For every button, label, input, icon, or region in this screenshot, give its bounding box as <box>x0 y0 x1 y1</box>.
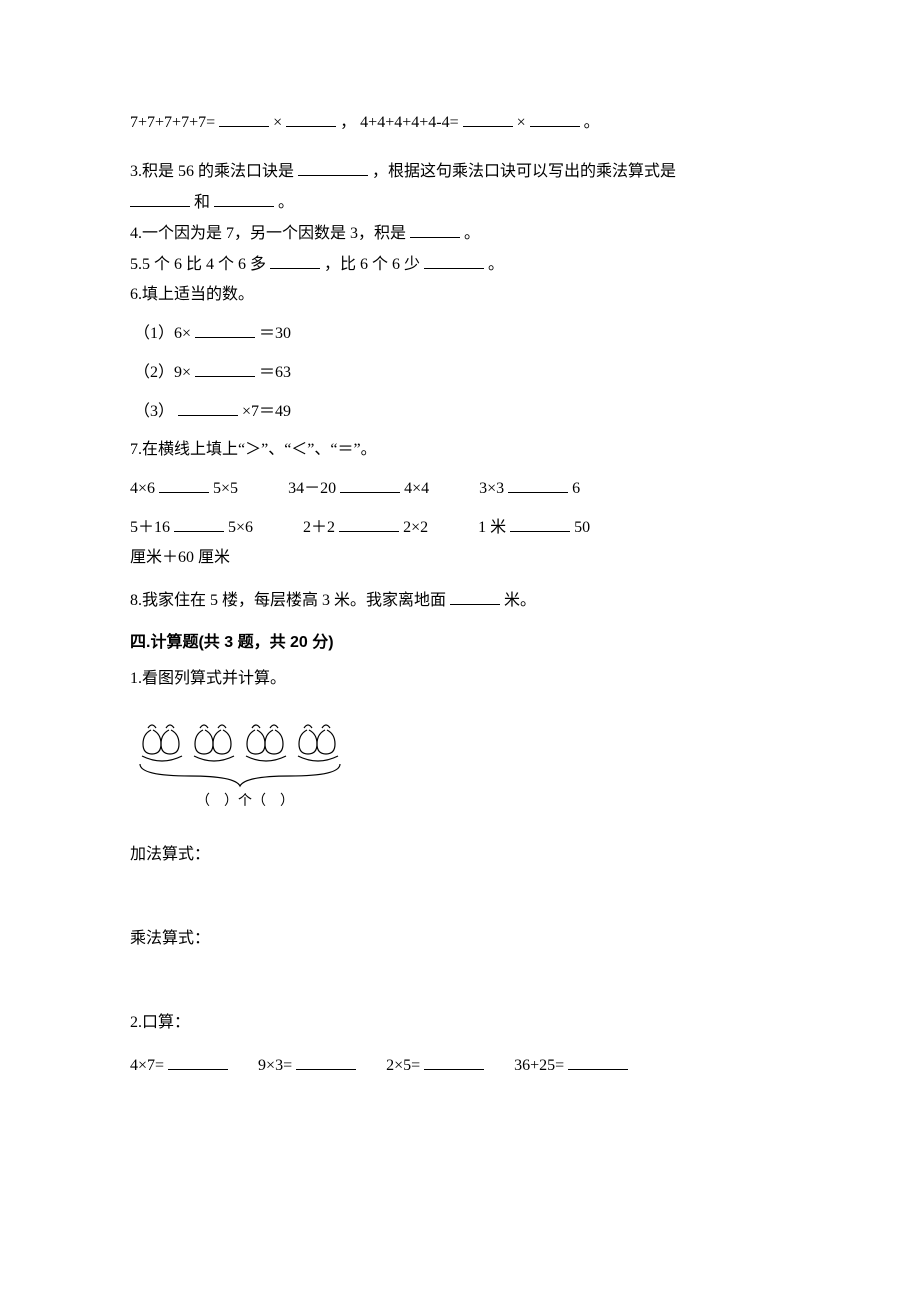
q2-times-2: × <box>517 114 526 131</box>
s4q2-c1-label: 4×7= <box>130 1057 164 1074</box>
q2-times-1: × <box>273 114 282 131</box>
q3-pre: 3.积是 56 的乘法口诀是 <box>130 163 294 180</box>
s4q2-c2-blank[interactable] <box>296 1053 356 1070</box>
q2-comma: ， <box>340 114 356 131</box>
q6-a-blank[interactable] <box>195 321 255 338</box>
q8-post: 米。 <box>504 592 536 609</box>
q7-row2-tail: 厘米＋60 厘米 <box>130 546 790 570</box>
q7-r2c2: 2＋2 2×2 <box>303 515 428 540</box>
q7-r2c3-left: 1 米 <box>478 519 506 536</box>
pear-figure: （ ）个（ ） <box>130 719 370 809</box>
q2-blank-1[interactable] <box>219 110 269 127</box>
q7-r2c1-right: 5×6 <box>228 519 253 536</box>
pear-caption: （ ）个（ ） <box>196 793 294 809</box>
s4q2-c4-blank[interactable] <box>568 1053 628 1070</box>
q2-expr2-left: 4+4+4+4+4-4= <box>360 114 458 131</box>
q3-and: 和 <box>194 194 210 211</box>
q7-r1c1-blank[interactable] <box>159 476 209 493</box>
q3-line1: 3.积是 56 的乘法口诀是 ，根据这句乘法口诀可以写出的乘法算式是 <box>130 159 790 184</box>
q2-blank-2[interactable] <box>286 110 336 127</box>
q5-period: 。 <box>488 256 504 273</box>
s4q2-c2: 9×3= <box>258 1053 356 1078</box>
s4q2-c3-label: 2×5= <box>386 1057 420 1074</box>
s4q2-row: 4×7= 9×3= 2×5= 36+25= <box>130 1053 790 1078</box>
section4-header: 四.计算题(共 3 题，共 20 分) <box>130 631 790 655</box>
q7-r1c2-right: 4×4 <box>404 480 429 497</box>
q8-blank[interactable] <box>450 588 500 605</box>
q7-r1c1-right: 5×5 <box>213 480 238 497</box>
q7-r1c3-left: 3×3 <box>479 480 504 497</box>
q7-r2c3: 1 米 50 <box>478 515 590 540</box>
s4q2-c4: 36+25= <box>514 1053 628 1078</box>
q7-r2c3-blank[interactable] <box>510 515 570 532</box>
s4q1-add-label: 加法算式： <box>130 843 790 867</box>
q3-mid: ，根据这句乘法口诀可以写出的乘法算式是 <box>372 163 676 180</box>
s4q2-title: 2.口算： <box>130 1011 790 1035</box>
q7-r2c2-right: 2×2 <box>403 519 428 536</box>
q2-line: 7+7+7+7+7= × ， 4+4+4+4+4-4= × 。 <box>130 110 790 135</box>
q7-r1c2: 34－20 4×4 <box>288 476 429 501</box>
s4q1-title: 1.看图列算式并计算。 <box>130 667 790 691</box>
q7-title: 7.在横线上填上“＞”、“＜”、“＝”。 <box>130 438 790 462</box>
q8-line: 8.我家住在 5 楼，每层楼高 3 米。我家离地面 米。 <box>130 588 790 613</box>
q7-r1c2-left: 34－20 <box>288 480 336 497</box>
q7-r2c1-left: 5＋16 <box>130 519 170 536</box>
s4q2-c1: 4×7= <box>130 1053 228 1078</box>
q5-blank-2[interactable] <box>424 252 484 269</box>
q7-r2c3-right: 50 <box>574 519 590 536</box>
q6-b-post: ＝63 <box>259 364 291 381</box>
s4q2-c3-blank[interactable] <box>424 1053 484 1070</box>
q2-period: 。 <box>584 114 600 131</box>
q2-blank-3[interactable] <box>463 110 513 127</box>
q6-a: （1）6× ＝30 <box>134 321 790 346</box>
s4q2-c3: 2×5= <box>386 1053 484 1078</box>
q7-row1: 4×6 5×5 34－20 4×4 3×3 6 <box>130 476 790 501</box>
q5-pre: 5.5 个 6 比 4 个 6 多 <box>130 256 266 273</box>
q7-row2: 5＋16 5×6 2＋2 2×2 1 米 50 <box>130 515 790 540</box>
q3-line2: 和 。 <box>130 190 790 215</box>
s4q2-c4-label: 36+25= <box>514 1057 564 1074</box>
q3-period: 。 <box>278 194 294 211</box>
q6-c-pre: （3） <box>134 403 174 420</box>
q6-c: （3） ×7＝49 <box>134 399 790 424</box>
q7-r1c3-blank[interactable] <box>508 476 568 493</box>
q6-a-pre: （1）6× <box>134 325 191 342</box>
s4q2-c1-blank[interactable] <box>168 1053 228 1070</box>
q7-r1c2-blank[interactable] <box>340 476 400 493</box>
q4-period: 。 <box>464 225 480 242</box>
q7-r2c1-blank[interactable] <box>174 515 224 532</box>
q6-a-post: ＝30 <box>259 325 291 342</box>
q6-b: （2）9× ＝63 <box>134 360 790 385</box>
q7-r2c2-blank[interactable] <box>339 515 399 532</box>
q3-blank-1[interactable] <box>298 159 368 176</box>
q2-expr1-left: 7+7+7+7+7= <box>130 114 215 131</box>
q3-blank-2[interactable] <box>130 190 190 207</box>
q6-b-blank[interactable] <box>195 360 255 377</box>
q7-r1c1: 4×6 5×5 <box>130 476 238 501</box>
q6-b-pre: （2）9× <box>134 364 191 381</box>
q7-r1c3-right: 6 <box>572 480 580 497</box>
s4q2-c2-label: 9×3= <box>258 1057 292 1074</box>
s4q1-mul-label: 乘法算式： <box>130 927 790 951</box>
q6-c-blank[interactable] <box>178 399 238 416</box>
q7-r2c2-left: 2＋2 <box>303 519 335 536</box>
q2-blank-4[interactable] <box>530 110 580 127</box>
q5-line: 5.5 个 6 比 4 个 6 多 ，比 6 个 6 少 。 <box>130 252 790 277</box>
q6-c-post: ×7＝49 <box>242 403 291 420</box>
q3-blank-3[interactable] <box>214 190 274 207</box>
worksheet-page: 7+7+7+7+7= × ， 4+4+4+4+4-4= × 。 3.积是 56 … <box>0 0 920 1144</box>
q4-line: 4.一个因为是 7，另一个因数是 3，积是 。 <box>130 221 790 246</box>
q7-r2c1: 5＋16 5×6 <box>130 515 253 540</box>
q5-blank-1[interactable] <box>270 252 320 269</box>
q6-title: 6.填上适当的数。 <box>130 283 790 307</box>
q7-r1c1-left: 4×6 <box>130 480 155 497</box>
q8-pre: 8.我家住在 5 楼，每层楼高 3 米。我家离地面 <box>130 592 446 609</box>
q5-mid: ，比 6 个 6 少 <box>324 256 420 273</box>
q4-blank[interactable] <box>410 221 460 238</box>
q7-r1c3: 3×3 6 <box>479 476 580 501</box>
q4-pre: 4.一个因为是 7，另一个因数是 3，积是 <box>130 225 406 242</box>
